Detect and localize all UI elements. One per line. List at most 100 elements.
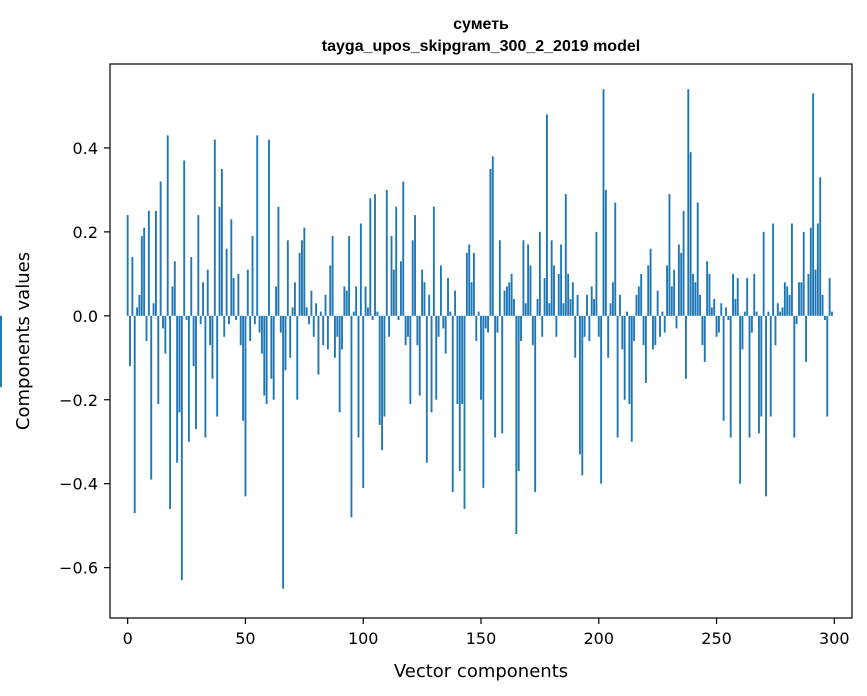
bar xyxy=(183,160,186,316)
bar xyxy=(564,194,567,316)
bar xyxy=(176,315,179,463)
y-tick-label: 0.0 xyxy=(73,307,98,326)
bar xyxy=(656,290,659,316)
bar xyxy=(180,315,183,581)
bar xyxy=(652,315,654,350)
bar xyxy=(228,315,230,325)
bar xyxy=(753,273,756,316)
bar xyxy=(593,299,595,316)
bar xyxy=(520,315,522,341)
bar xyxy=(418,315,421,396)
bar xyxy=(496,315,499,333)
bar xyxy=(687,89,690,316)
bar xyxy=(553,265,555,316)
y-tick-label: −0.4 xyxy=(59,475,98,494)
bar xyxy=(548,303,551,316)
bar xyxy=(741,315,744,350)
bar xyxy=(524,303,527,316)
bar xyxy=(739,315,742,484)
bar xyxy=(411,240,414,316)
bar xyxy=(171,286,174,316)
bar xyxy=(654,315,657,346)
bar xyxy=(374,194,376,316)
bar xyxy=(522,240,525,316)
bar xyxy=(458,315,461,472)
bar xyxy=(178,315,181,413)
bar xyxy=(277,206,280,316)
x-tick-label: 100 xyxy=(348,629,379,648)
bar xyxy=(602,89,605,316)
bar xyxy=(498,240,501,316)
bar xyxy=(750,315,753,333)
bar xyxy=(268,139,270,316)
bar xyxy=(0,315,2,362)
bar xyxy=(706,261,709,316)
bar xyxy=(644,315,647,383)
bar xyxy=(586,294,588,316)
bar xyxy=(812,93,815,316)
bar xyxy=(475,315,478,341)
bar xyxy=(270,315,273,379)
bar xyxy=(425,315,428,463)
bar xyxy=(517,315,520,472)
bar xyxy=(567,273,570,316)
bar xyxy=(131,257,134,316)
bar xyxy=(668,194,671,316)
bar xyxy=(355,286,358,316)
bar xyxy=(345,290,348,316)
bar xyxy=(831,311,833,316)
bar xyxy=(138,294,141,316)
bar xyxy=(765,315,767,497)
bar xyxy=(805,315,807,362)
bar xyxy=(291,307,294,316)
bar xyxy=(696,202,699,316)
bar xyxy=(169,315,171,509)
bar xyxy=(578,315,581,455)
bar xyxy=(682,210,685,316)
bar xyxy=(289,315,292,358)
bar xyxy=(296,315,299,400)
bar xyxy=(378,315,381,425)
bar xyxy=(461,315,464,404)
bar xyxy=(249,315,252,341)
x-tick-label: 250 xyxy=(701,629,732,648)
bar xyxy=(399,261,402,316)
bar xyxy=(369,198,372,316)
bar xyxy=(206,269,209,316)
bar xyxy=(781,307,784,316)
bar xyxy=(392,269,395,316)
bar xyxy=(213,139,216,316)
bar xyxy=(510,273,513,316)
bar xyxy=(816,223,819,316)
bar xyxy=(621,315,624,350)
y-tick-label: 0.4 xyxy=(73,139,98,158)
bar xyxy=(293,282,296,316)
bar xyxy=(734,299,737,316)
bar xyxy=(503,290,506,316)
bar xyxy=(647,265,650,316)
bar xyxy=(390,236,393,316)
bar xyxy=(444,315,447,354)
bar xyxy=(272,315,275,400)
bar xyxy=(692,273,694,316)
bar xyxy=(616,315,619,438)
bar xyxy=(310,290,313,316)
bar xyxy=(442,315,445,329)
bar xyxy=(371,315,374,321)
bar xyxy=(305,307,308,316)
bar xyxy=(260,315,263,354)
bar xyxy=(209,315,212,346)
bar xyxy=(725,307,727,316)
bar xyxy=(633,315,636,341)
bar xyxy=(279,315,282,333)
bar xyxy=(157,315,160,404)
bar xyxy=(755,311,758,316)
bar xyxy=(232,278,235,316)
bar xyxy=(635,294,638,316)
bar xyxy=(451,315,454,493)
bar xyxy=(218,206,221,316)
bar xyxy=(449,311,452,316)
bar xyxy=(329,265,332,316)
bar xyxy=(152,303,155,316)
